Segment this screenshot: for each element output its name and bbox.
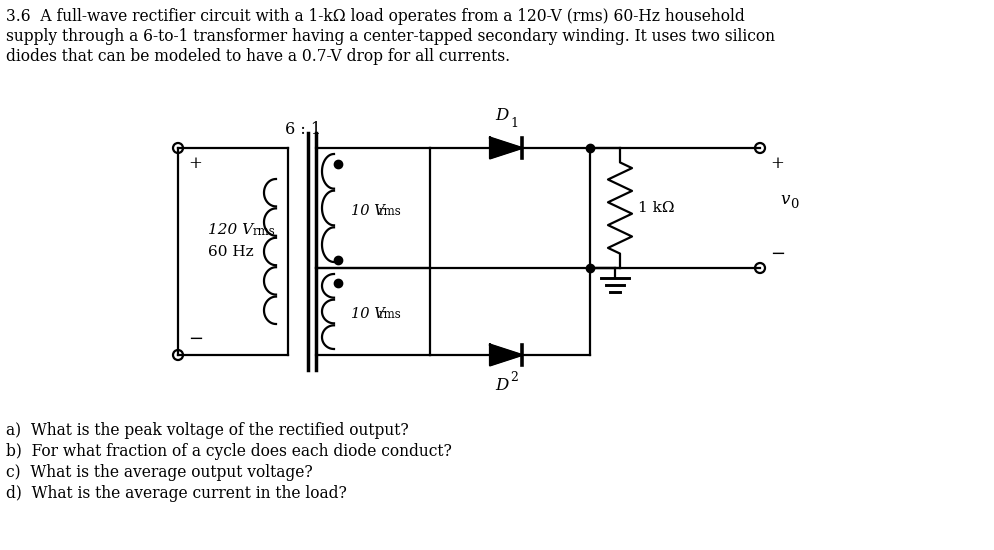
Text: c)  What is the average output voltage?: c) What is the average output voltage? <box>6 464 313 481</box>
Text: 120 V: 120 V <box>208 223 253 237</box>
Text: rms: rms <box>379 205 402 218</box>
Text: −: − <box>770 245 785 263</box>
Text: b)  For what fraction of a cycle does each diode conduct?: b) For what fraction of a cycle does eac… <box>6 443 452 460</box>
Text: 10 V: 10 V <box>351 204 385 218</box>
Polygon shape <box>490 138 522 158</box>
Text: D: D <box>495 377 509 394</box>
Text: rms: rms <box>379 308 402 321</box>
Text: 6 : 1: 6 : 1 <box>285 122 321 139</box>
Text: diodes that can be modeled to have a 0.7-V drop for all currents.: diodes that can be modeled to have a 0.7… <box>6 48 510 65</box>
Text: +: + <box>188 156 202 173</box>
Text: supply through a 6-to-1 transformer having a center-tapped secondary winding. It: supply through a 6-to-1 transformer havi… <box>6 28 775 45</box>
Text: 1: 1 <box>510 117 518 130</box>
Text: 3.6  A full-wave rectifier circuit with a 1-kΩ load operates from a 120-V (rms) : 3.6 A full-wave rectifier circuit with a… <box>6 8 745 25</box>
Text: 1 kΩ: 1 kΩ <box>638 201 675 215</box>
Text: 0: 0 <box>790 199 798 212</box>
Text: −: − <box>188 330 203 348</box>
Text: 60 Hz: 60 Hz <box>208 245 253 259</box>
Text: 2: 2 <box>510 371 518 384</box>
Polygon shape <box>490 345 522 365</box>
Text: D: D <box>495 107 509 124</box>
Text: v: v <box>780 191 789 208</box>
Text: rms: rms <box>253 225 275 238</box>
Text: d)  What is the average current in the load?: d) What is the average current in the lo… <box>6 485 347 502</box>
Text: +: + <box>770 156 784 173</box>
Text: a)  What is the peak voltage of the rectified output?: a) What is the peak voltage of the recti… <box>6 422 409 439</box>
Text: 10 V: 10 V <box>351 307 385 321</box>
